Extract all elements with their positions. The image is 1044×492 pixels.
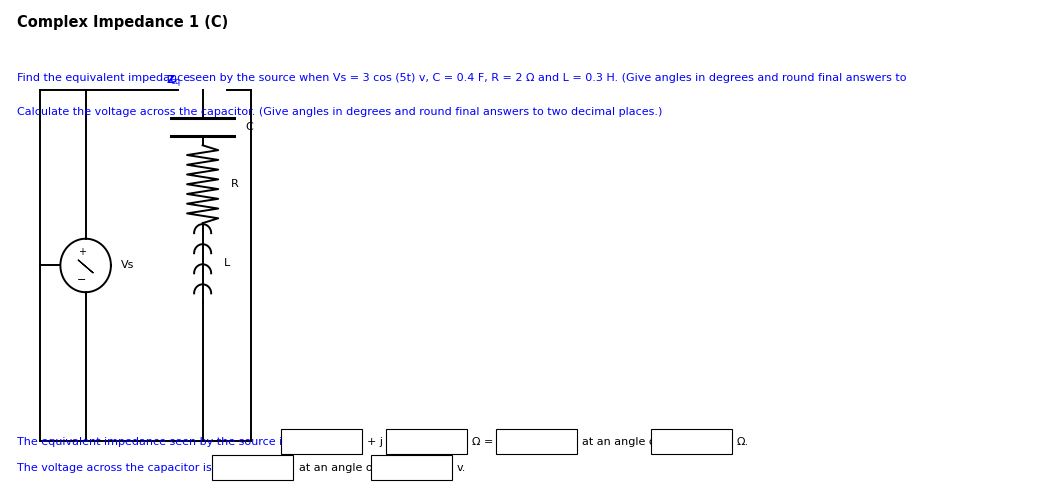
Text: −: −	[77, 275, 87, 285]
Text: The equivalent impedance seen by the source is: The equivalent impedance seen by the sou…	[18, 436, 288, 447]
Text: Calculate the voltage across the capacitor. (Give angles in degrees and round fi: Calculate the voltage across the capacit…	[18, 107, 663, 118]
Bar	[281, 429, 361, 454]
Text: v.: v.	[457, 463, 467, 473]
Text: L: L	[223, 258, 230, 268]
Bar	[386, 429, 467, 454]
Text: + j: + j	[367, 436, 383, 447]
Bar	[212, 455, 293, 481]
Text: $\bf{Z}$: $\bf{Z}$	[166, 73, 175, 85]
Text: The voltage across the capacitor is: The voltage across the capacitor is	[18, 463, 212, 473]
Text: at an angle of: at an angle of	[582, 436, 660, 447]
Text: Find the equivalent impedance: Find the equivalent impedance	[18, 73, 194, 83]
Text: Ω =: Ω =	[472, 436, 493, 447]
Text: Complex Impedance 1 (C): Complex Impedance 1 (C)	[18, 15, 229, 30]
Text: Ω.: Ω.	[737, 436, 749, 447]
Text: eq: eq	[170, 77, 181, 86]
Text: R: R	[231, 179, 239, 189]
Text: at an angle of: at an angle of	[300, 463, 377, 473]
Text: seen by the source when Vs = 3 cos (5t) v, C = 0.4 F, R = 2 Ω and L = 0.3 H. (Gi: seen by the source when Vs = 3 cos (5t) …	[186, 73, 906, 83]
Text: C: C	[245, 122, 254, 132]
Text: +: +	[77, 247, 86, 257]
Bar	[651, 429, 732, 454]
Bar	[496, 429, 577, 454]
Bar	[372, 455, 452, 481]
Text: Vs: Vs	[121, 260, 134, 271]
